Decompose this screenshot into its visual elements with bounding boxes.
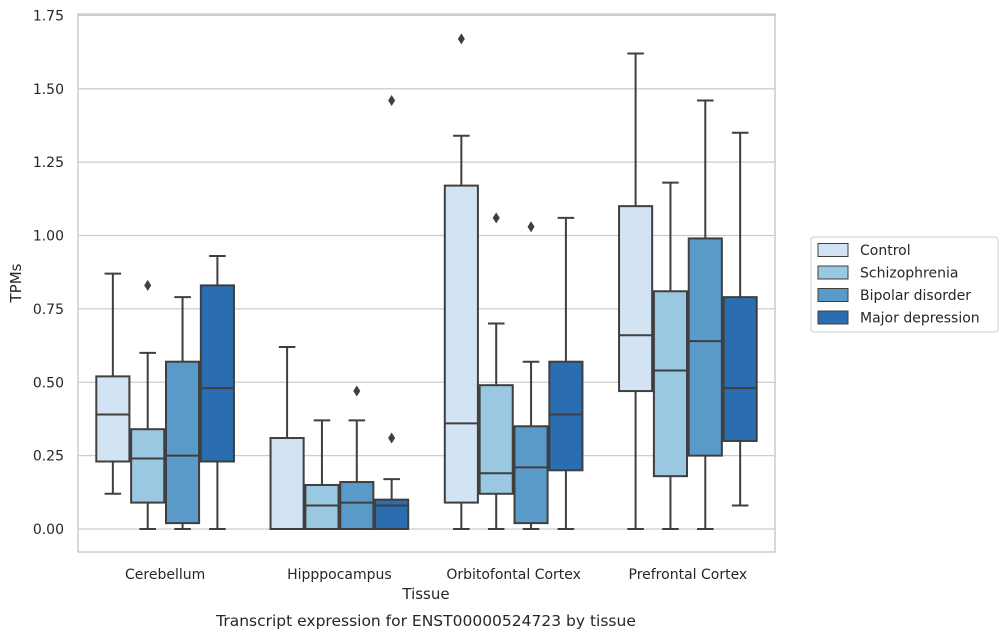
box-iqr	[374, 498, 410, 530]
y-tick-label: 1.25	[33, 155, 64, 171]
box-plot	[687, 99, 723, 530]
box-iqr	[130, 428, 166, 504]
legend-swatch	[817, 265, 849, 280]
box-iqr	[687, 237, 723, 457]
box-plot	[269, 346, 305, 531]
box-iqr	[304, 483, 340, 531]
legend-label: Bipolar disorder	[860, 288, 971, 304]
outlier-point	[457, 33, 465, 45]
y-tick-label: 0.00	[33, 522, 64, 538]
box-plot	[722, 131, 758, 507]
outlier-point	[144, 279, 152, 291]
box-iqr	[164, 360, 201, 525]
box-plot	[443, 33, 479, 530]
box-iqr	[652, 290, 689, 478]
box-iqr	[548, 360, 584, 472]
x-tick-label: Orbitofontal Cortex	[446, 567, 581, 583]
box-plot	[339, 385, 375, 531]
box-plot	[130, 279, 166, 530]
box-iqr	[443, 184, 479, 504]
box-series	[95, 33, 758, 531]
box-plot	[478, 212, 514, 530]
box-iqr	[722, 296, 758, 442]
box-plot	[548, 216, 584, 530]
y-tick-label: 0.75	[33, 302, 64, 318]
box-plot	[95, 272, 131, 495]
legend-items: Control Schizophrenia Bipolar disorder Majo…	[817, 243, 980, 327]
box-iqr	[513, 425, 549, 525]
legend-swatch	[817, 243, 849, 257]
legend-swatch	[817, 310, 849, 325]
chart-caption: Transcript expression for ENST0000052472…	[215, 612, 636, 630]
y-axis-title: TPMs	[7, 263, 25, 303]
box-plot	[374, 94, 410, 530]
outlier-point	[527, 221, 535, 233]
x-tick-label: Hipppocampus	[287, 567, 392, 583]
y-tick-label: 0.50	[33, 375, 64, 391]
legend-label: Schizophrenia	[860, 266, 958, 282]
legend: Control Schizophrenia Bipolar disorder Majo…	[810, 236, 999, 333]
x-tick-label: Prefrontal Cortex	[629, 567, 748, 583]
box-plot	[304, 419, 340, 531]
box-iqr	[339, 481, 375, 531]
x-axis-title: Tissue	[401, 585, 449, 603]
legend-swatch	[817, 288, 849, 302]
box-plot	[164, 296, 201, 530]
outlier-point	[353, 385, 361, 397]
y-tick-label: 1.00	[33, 229, 64, 245]
box-plot	[513, 221, 549, 530]
y-tick-label: 0.25	[33, 449, 64, 465]
box-plot	[199, 255, 235, 530]
box-iqr	[269, 437, 305, 531]
box-iqr	[618, 205, 654, 393]
plot-area-frame	[77, 13, 776, 553]
box-iqr	[95, 375, 131, 463]
outlier-point	[492, 212, 500, 224]
x-axis-ticks: Cerebellum Hipppocampus Orbitofontal Corte…	[125, 567, 747, 583]
legend-label: Control	[860, 243, 911, 259]
y-tick-label: 1.75	[33, 8, 64, 24]
box-plot	[618, 52, 654, 530]
y-tick-label: 1.50	[33, 82, 64, 98]
x-tick-label: Cerebellum	[125, 567, 205, 583]
outlier-point	[388, 432, 396, 444]
box-iqr	[199, 284, 235, 463]
box-iqr	[478, 384, 514, 495]
box-plot	[652, 181, 689, 530]
legend-label: Major depression	[860, 311, 980, 327]
outlier-point	[388, 94, 396, 106]
y-axis-ticks: 0.00 0.25 0.50 0.75 1.00 1.25 1.50 1.75	[33, 8, 64, 538]
legend-frame	[810, 236, 999, 333]
